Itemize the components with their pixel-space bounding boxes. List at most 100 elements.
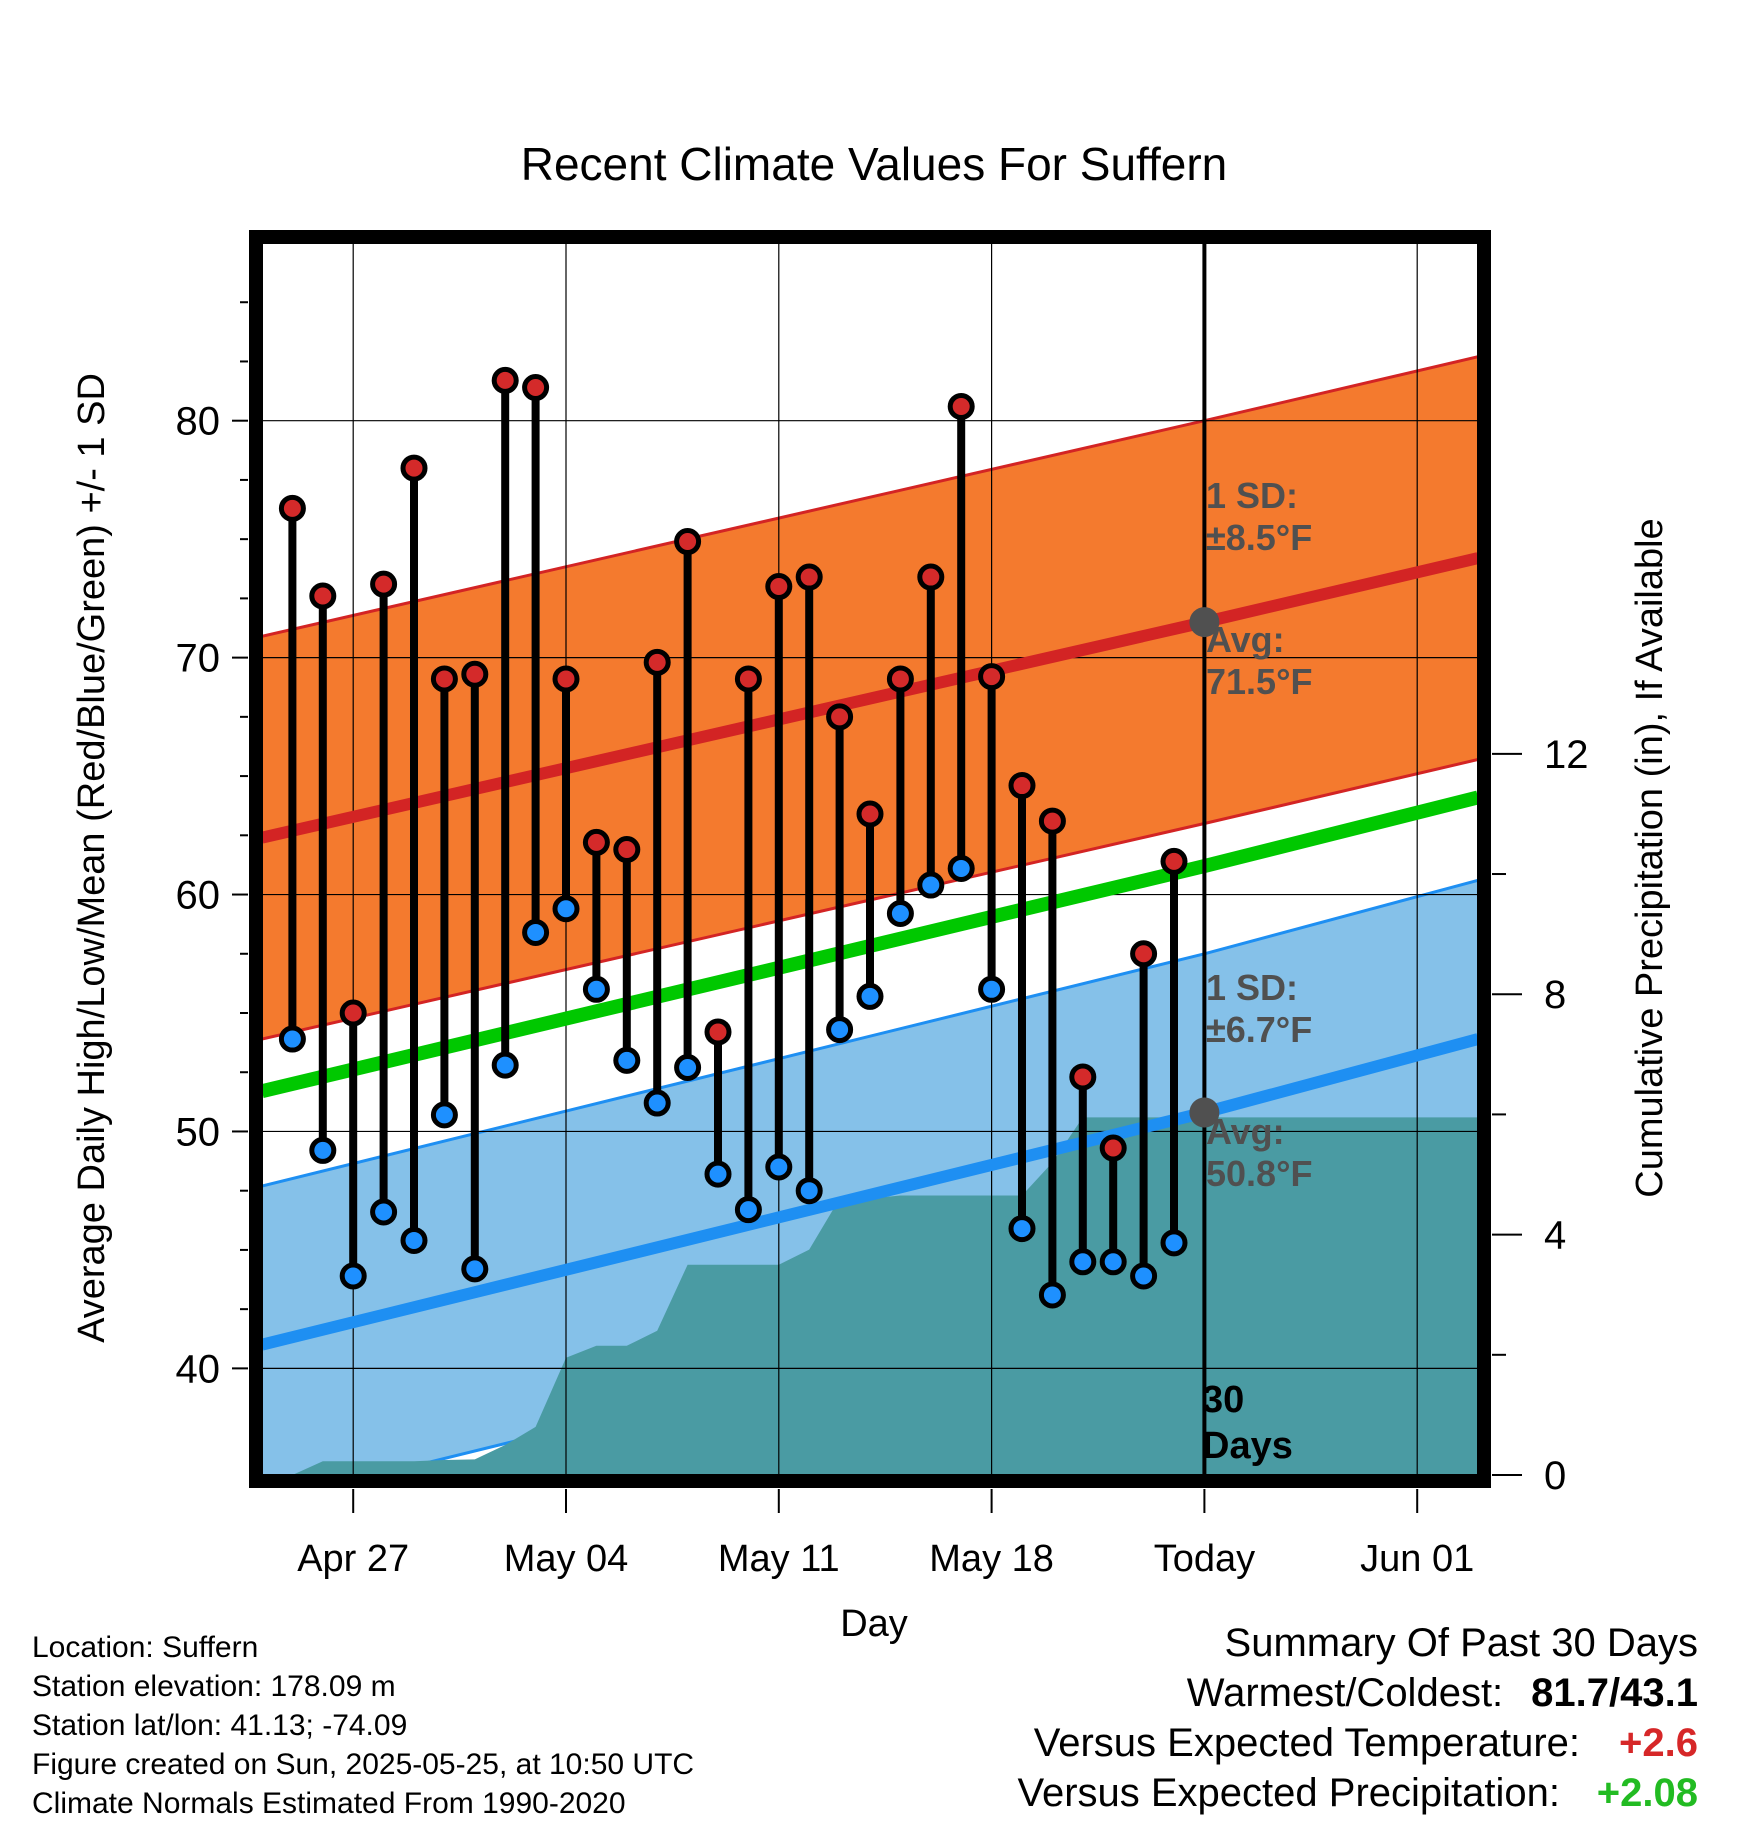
y-tick-label-left-40: 40: [176, 1347, 221, 1391]
low-point-2025-05-08: [674, 1053, 702, 1081]
low-point-2025-05-02: [491, 1051, 519, 1079]
low-point-2025-05-11: [765, 1153, 793, 1181]
summary-precip-row: Versus Expected Precipitation: +2.08: [1017, 1768, 1698, 1818]
low-point-2025-05-06: [613, 1046, 641, 1074]
low-point-2025-04-27: [339, 1262, 367, 1290]
low-point-2025-04-28: [370, 1198, 398, 1226]
high-point-2025-04-28: [370, 570, 398, 598]
low-point-2025-05-07: [643, 1089, 671, 1117]
x-tick-label-5: Jun 01: [1360, 1538, 1474, 1580]
low-point-2025-05-09: [704, 1160, 732, 1188]
low-point-2025-05-21: [1069, 1248, 1097, 1276]
high-point-2025-04-26: [309, 582, 337, 610]
high-point-2025-05-19: [1008, 772, 1036, 800]
high-point-2025-05-13: [826, 703, 854, 731]
low-point-2025-05-16: [917, 871, 945, 899]
station-info: Location: Suffern Station elevation: 178…: [32, 1628, 694, 1823]
y-tick-label-left-60: 60: [176, 874, 221, 918]
low-point-2025-04-30: [430, 1101, 458, 1129]
high-point-2025-04-30: [430, 665, 458, 693]
high-point-2025-05-02: [491, 366, 519, 394]
high-point-2025-05-07: [643, 648, 671, 676]
high-point-2025-05-22: [1099, 1134, 1127, 1162]
low-point-2025-05-03: [522, 918, 550, 946]
summary-title: Summary Of Past 30 Days: [1224, 1621, 1698, 1665]
low-point-2025-04-29: [400, 1226, 428, 1254]
low-point-2025-05-13: [826, 1016, 854, 1044]
y-axis-label-right: Cumulative Precipitation (in), If Availa…: [1629, 518, 1671, 1197]
chart-title: Recent Climate Values For Suffern: [521, 138, 1228, 190]
x-tick-label-4: Today: [1154, 1538, 1255, 1580]
low-point-2025-05-23: [1130, 1262, 1158, 1290]
high-avg-annotation-line-2: 71.5°F: [1206, 661, 1312, 702]
high-point-2025-05-14: [856, 800, 884, 828]
high-point-2025-05-24: [1160, 847, 1188, 875]
period-annotation-line-1: 30: [1202, 1379, 1244, 1421]
y-tick-label-left-80: 80: [176, 400, 221, 444]
warmest-value: 81.7/43.1: [1531, 1671, 1698, 1715]
y-axis-label-left: Average Daily High/Low/Mean (Red/Blue/Gr…: [71, 373, 113, 1343]
location-text: Location: Suffern: [32, 1631, 259, 1664]
high-point-2025-05-06: [613, 836, 641, 864]
low-point-2025-05-22: [1099, 1248, 1127, 1276]
high-point-2025-05-05: [582, 828, 610, 856]
high-avg-annotation-line-1: Avg:: [1206, 619, 1285, 660]
period-annotation-line-2: Days: [1202, 1425, 1293, 1467]
precip-vs-expected-value: +2.08: [1596, 1771, 1698, 1815]
high-point-2025-05-03: [522, 374, 550, 402]
high-point-2025-05-18: [978, 663, 1006, 691]
low-point-2025-05-04: [552, 895, 580, 923]
x-tick-label-3: May 18: [929, 1538, 1054, 1580]
y-tick-label-right-4: 4: [1544, 1214, 1566, 1258]
high-point-2025-05-15: [886, 665, 914, 693]
low-point-2025-05-20: [1038, 1281, 1066, 1309]
high-point-2025-05-20: [1038, 807, 1066, 835]
y-tick-label-right-12: 12: [1544, 733, 1589, 777]
low-sd-annotation-line-1: 1 SD:: [1206, 967, 1298, 1008]
y-tick-label-right-0: 0: [1544, 1454, 1566, 1498]
plot-frame: [249, 230, 1491, 1488]
normals-text: Climate Normals Estimated From 1990-2020: [32, 1787, 626, 1820]
high-point-2025-04-27: [339, 999, 367, 1027]
x-tick-label-0: Apr 27: [297, 1538, 409, 1580]
low-point-2025-04-25: [278, 1025, 306, 1053]
low-point-2025-05-12: [795, 1177, 823, 1205]
high-sd-annotation-line-2: ±8.5°F: [1206, 517, 1312, 558]
x-tick-label-1: May 04: [504, 1538, 629, 1580]
low-point-2025-05-15: [886, 899, 914, 927]
elevation-text: Station elevation: 178.09 m: [32, 1670, 396, 1703]
y-tick-label-left-50: 50: [176, 1110, 221, 1154]
high-point-2025-05-16: [917, 563, 945, 591]
low-sd-annotation: 1 SD: ±6.7°F: [1206, 967, 1312, 1050]
today-low-average-dot: [1189, 1097, 1220, 1128]
high-point-2025-05-23: [1130, 940, 1158, 968]
today-high-average-dot: [1189, 607, 1220, 638]
low-point-2025-04-26: [309, 1136, 337, 1164]
low-sd-annotation-line-2: ±6.7°F: [1206, 1009, 1312, 1050]
period-annotation: 30 Days: [1202, 1379, 1293, 1467]
low-point-2025-05-01: [461, 1255, 489, 1283]
high-point-2025-05-04: [552, 665, 580, 693]
high-sd-annotation: 1 SD: ±8.5°F: [1206, 475, 1312, 558]
summary-temp-row: Versus Expected Temperature: +2.6: [1017, 1718, 1698, 1768]
x-tick-label-2: May 11: [718, 1538, 840, 1580]
latlon-text: Station lat/lon: 41.13; -74.09: [32, 1709, 408, 1742]
low-point-2025-05-19: [1008, 1215, 1036, 1243]
high-point-2025-05-17: [947, 392, 975, 420]
high-point-2025-05-09: [704, 1018, 732, 1046]
high-point-2025-05-01: [461, 660, 489, 688]
high-point-2025-05-10: [734, 665, 762, 693]
y-tick-label-left-70: 70: [176, 637, 221, 681]
high-point-2025-05-11: [765, 573, 793, 601]
low-point-2025-05-18: [978, 975, 1006, 1003]
low-avg-annotation-line-1: Avg:: [1206, 1111, 1285, 1152]
low-avg-annotation: Avg: 50.8°F: [1206, 1111, 1312, 1194]
warmest-label: Warmest/Coldest:: [1186, 1671, 1504, 1715]
x-axis-label: Day: [840, 1603, 908, 1645]
high-sd-annotation-line-1: 1 SD:: [1206, 475, 1298, 516]
summary-warmest-row: Warmest/Coldest: 81.7/43.1: [1017, 1668, 1698, 1718]
low-point-2025-05-24: [1160, 1229, 1188, 1257]
high-point-2025-05-08: [674, 528, 702, 556]
low-point-2025-05-10: [734, 1196, 762, 1224]
high-avg-annotation: Avg: 71.5°F: [1206, 619, 1312, 702]
